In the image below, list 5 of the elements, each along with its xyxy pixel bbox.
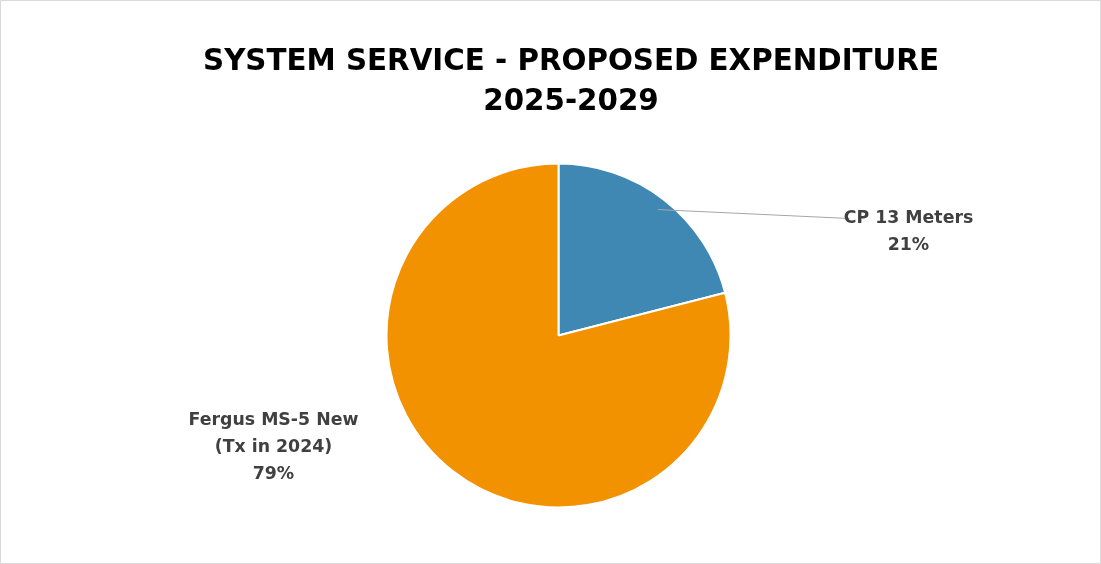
data-label: 79% [252, 462, 295, 483]
chart-title: SYSTEM SERVICE - PROPOSED EXPENDITURE 2025-2029 [203, 42, 939, 118]
slice-label: CP 13 Meters [843, 206, 974, 227]
slice-label: Fergus MS-5 New (Tx in 2024) [188, 408, 359, 456]
data-label: 21% [887, 233, 930, 254]
